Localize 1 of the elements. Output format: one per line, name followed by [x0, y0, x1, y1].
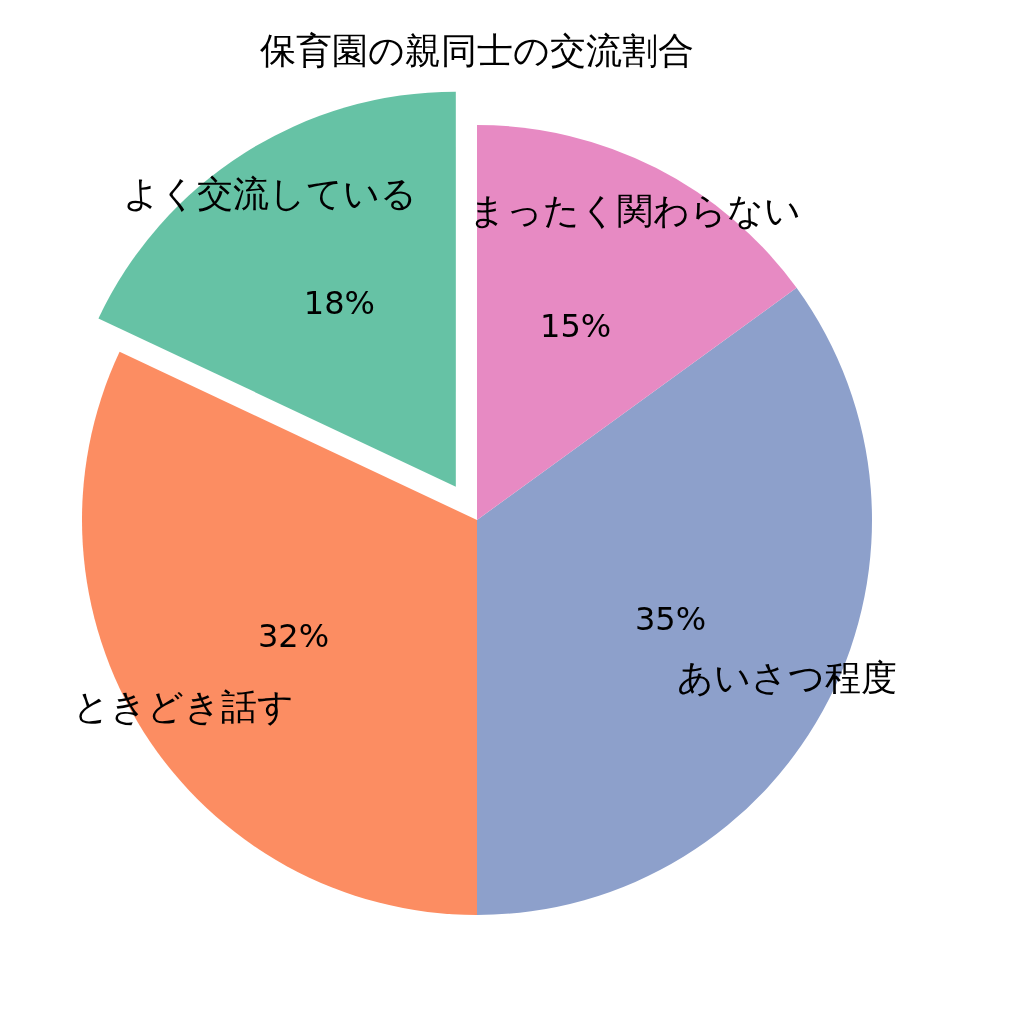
title: 保育園の親同士の交流割合 — [260, 29, 694, 71]
